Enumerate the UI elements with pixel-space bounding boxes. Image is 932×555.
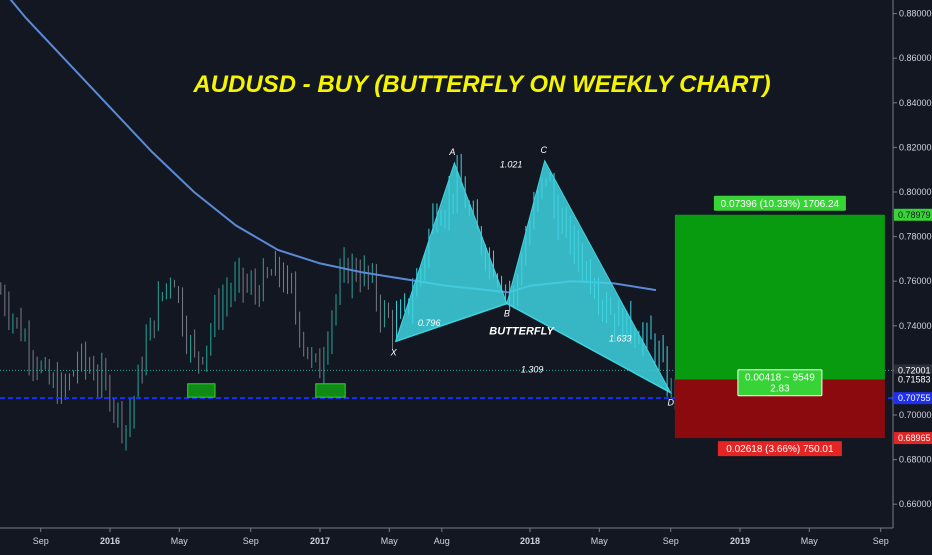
time-tick-label: Aug bbox=[434, 536, 450, 546]
price-badge-label: 0.72001 bbox=[898, 365, 931, 375]
long-position-tool[interactable]: 0.07396 (10.33%) 1706.24 0.00418 ~ 95492.… bbox=[674, 195, 885, 457]
price-tick-label: 0.66000 bbox=[899, 499, 932, 509]
time-tick-label: May bbox=[801, 536, 819, 546]
price-tick-label: 0.74000 bbox=[899, 321, 932, 331]
price-tick-label: 0.82000 bbox=[899, 142, 932, 152]
pattern-point-label-d: D bbox=[667, 398, 674, 408]
price-badge-label: 0.71583 bbox=[898, 375, 931, 385]
target-label: 0.07396 (10.33%) 1706.24 bbox=[721, 199, 840, 210]
pattern-xb-line bbox=[395, 302, 508, 343]
time-tick-label: May bbox=[171, 536, 189, 546]
target-label-box bbox=[713, 195, 846, 211]
pattern-point-label-c: C bbox=[540, 145, 547, 155]
time-tick-label: Sep bbox=[873, 536, 889, 546]
stop-label: 0.02618 (3.66%) 750.01 bbox=[726, 444, 834, 455]
price-tick-label: 0.70000 bbox=[899, 410, 932, 420]
price-tick-label: 0.68000 bbox=[899, 455, 932, 465]
profit-zone[interactable] bbox=[674, 214, 885, 380]
pattern-point-label-a: A bbox=[448, 147, 455, 157]
pattern-ratio-label: 1.021 bbox=[500, 159, 523, 169]
chart-title-group: AUDUSD - BUY (BUTTERFLY ON WEEKLY CHART) bbox=[192, 71, 770, 98]
support-zone-box bbox=[315, 383, 346, 398]
price-tick-label: 0.78000 bbox=[899, 232, 932, 242]
price-tick-label: 0.76000 bbox=[899, 276, 932, 286]
time-tick-label: May bbox=[591, 536, 609, 546]
price-tick-label: 0.86000 bbox=[899, 53, 932, 63]
time-tick-label: 2016 bbox=[100, 536, 120, 546]
price-tick-label: 0.88000 bbox=[899, 9, 932, 19]
time-tick-label: 2019 bbox=[730, 536, 750, 546]
chart-title: AUDUSD - BUY (BUTTERFLY ON WEEKLY CHART) bbox=[192, 71, 770, 98]
pattern-point-label-b: B bbox=[504, 309, 510, 319]
time-tick-label: 2018 bbox=[520, 536, 540, 546]
price-tick-label: 0.84000 bbox=[899, 98, 932, 108]
time-tick-label: Sep bbox=[33, 536, 49, 546]
pattern-ratio-label: 0.796 bbox=[418, 318, 441, 328]
pattern-point-label-x: X bbox=[390, 347, 398, 357]
price-badge-label: 0.70755 bbox=[898, 393, 931, 403]
time-tick-label: Sep bbox=[663, 536, 679, 546]
price-badge bbox=[894, 432, 932, 445]
price-badge bbox=[894, 364, 932, 377]
stop-label-box bbox=[717, 441, 842, 457]
support-zones bbox=[187, 383, 346, 398]
price-badge-label: 0.78979 bbox=[898, 210, 931, 220]
price-badge bbox=[894, 373, 932, 386]
time-tick-label: Sep bbox=[243, 536, 259, 546]
entry-label-line2: 2.83 bbox=[770, 384, 790, 395]
butterfly-pattern: X A B C D 0.796 1.021 1.633 1.309 BUTTERFLY bbox=[390, 145, 675, 408]
entry-label-line1: 0.00418 ~ 9549 bbox=[745, 373, 815, 384]
time-axis[interactable]: Sep 2016 May Sep 2017 May Aug 2018 May Sep 2019 May… bbox=[0, 527, 893, 546]
time-tick-label: 2017 bbox=[310, 536, 330, 546]
support-zone-box bbox=[187, 383, 216, 398]
entry-label-box bbox=[737, 369, 823, 397]
price-badge-label: 0.68965 bbox=[898, 433, 931, 443]
pattern-bd-line bbox=[506, 302, 672, 394]
price-tick-label: 0.80000 bbox=[899, 187, 932, 197]
pattern-ratio-label: 1.633 bbox=[609, 333, 632, 343]
price-badge bbox=[894, 208, 932, 221]
price-axis[interactable]: 0.88000 0.86000 0.84000 0.82000 0.80000 0.780… bbox=[892, 0, 932, 528]
pattern-ratio-label: 1.309 bbox=[521, 365, 544, 375]
pattern-name-label: BUTTERFLY bbox=[489, 326, 555, 338]
time-tick-label: May bbox=[381, 536, 399, 546]
price-badge bbox=[894, 392, 932, 405]
